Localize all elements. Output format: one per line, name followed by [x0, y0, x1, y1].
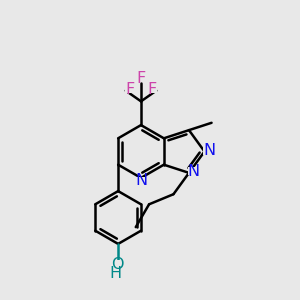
Text: N: N [188, 164, 200, 178]
Bar [188, 167, 200, 175]
Bar [203, 146, 215, 154]
Bar [125, 85, 135, 93]
Bar [136, 75, 146, 83]
Bar [135, 177, 147, 185]
Bar [112, 260, 123, 269]
Text: N: N [203, 143, 215, 158]
Text: H: H [109, 266, 121, 281]
Text: N: N [135, 173, 147, 188]
Text: F: F [136, 71, 146, 86]
Bar [147, 85, 157, 93]
Text: O: O [111, 257, 124, 272]
Text: F: F [125, 82, 135, 97]
Text: F: F [147, 82, 157, 97]
Bar [110, 270, 120, 278]
